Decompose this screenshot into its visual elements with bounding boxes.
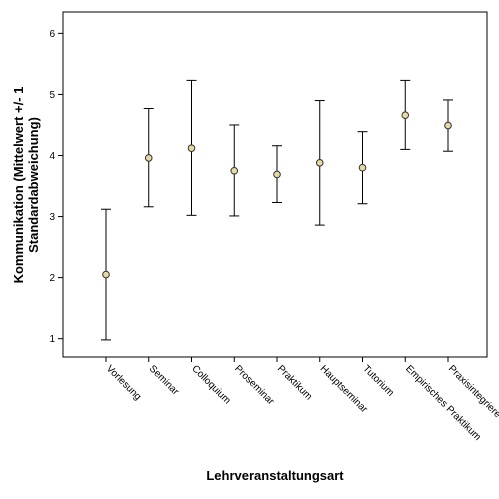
mean-point — [187, 144, 196, 152]
mean-point — [401, 111, 410, 119]
x-tick-label: Tutorium — [360, 363, 395, 398]
x-tick-label: Colloquium — [189, 363, 232, 406]
plot-frame — [62, 11, 488, 358]
y-axis: 1 2 3 4 5 6 — [49, 29, 63, 345]
mean-point — [273, 170, 281, 179]
y-axis-title-line-1: Kommunikation (Mittelwert +/- 1 — [11, 87, 26, 284]
error-bars — [101, 79, 453, 341]
x-tick-label: Seminar — [147, 363, 182, 398]
y-tick-label: 6 — [49, 29, 55, 40]
mean-point — [230, 166, 239, 175]
mean-point — [102, 270, 110, 279]
x-axis: Vorlesung Seminar Colloquium ProseminarPrak… — [104, 357, 499, 443]
x-tick-label: Proseminar — [232, 363, 276, 407]
y-tick-label: 5 — [49, 90, 55, 101]
y-tick-label: 4 — [49, 151, 55, 162]
y-tick-label: 1 — [49, 334, 55, 345]
x-tick-label: Praktikum — [275, 363, 314, 402]
mean-point — [144, 154, 153, 162]
mean-point — [444, 121, 452, 130]
x-axis-title: Lehrveranstaltungsart — [206, 468, 344, 483]
x-tick-label: Empirisches Praktikum — [403, 363, 483, 443]
mean-points — [102, 111, 452, 279]
mean-point — [358, 163, 367, 172]
x-tick-label: Vorlesung — [104, 363, 143, 402]
y-axis-title-line-2: Standardabweichung) — [26, 117, 41, 253]
mean-point — [315, 159, 324, 167]
y-tick-label: 2 — [49, 273, 55, 284]
y-tick-label: 3 — [49, 212, 55, 223]
